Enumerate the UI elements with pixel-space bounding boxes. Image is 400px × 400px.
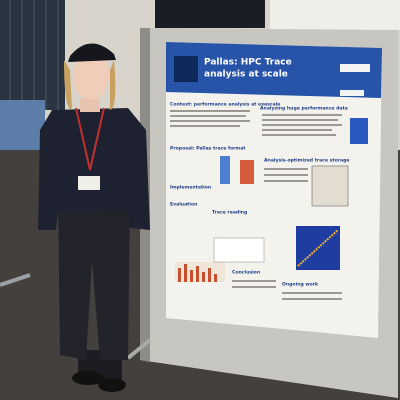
section-heading: Proposal: Pallas trace format — [170, 146, 246, 152]
poster-title: analysis at scale — [204, 70, 288, 80]
section-heading: Ongoing work — [282, 282, 319, 288]
person — [38, 43, 150, 392]
logo — [340, 64, 370, 72]
board-foot — [126, 338, 152, 360]
logo — [174, 56, 198, 82]
logo — [340, 90, 364, 96]
poster-header — [166, 42, 382, 98]
poster-title: Pallas: HPC Trace — [204, 58, 292, 68]
section-heading: Implementation — [170, 185, 211, 191]
ceiling-fixture — [155, 0, 265, 28]
stand-leg — [0, 273, 31, 287]
section-heading: Evaluation — [170, 202, 197, 208]
poster-figures — [175, 118, 368, 282]
screen-glow — [0, 100, 45, 150]
section-heading: Trace reading — [212, 210, 247, 216]
section-heading: Analysis-optimized trace storage — [264, 158, 350, 164]
section-heading: Conclusion — [232, 270, 260, 276]
window — [0, 0, 65, 110]
poster-body-text — [170, 110, 342, 300]
window-blinds — [9, 0, 59, 110]
section-heading: Analyzing huge performance data — [260, 106, 348, 112]
section-heading: Context: performance analysis at exascal… — [170, 102, 280, 108]
ceiling — [270, 0, 400, 30]
